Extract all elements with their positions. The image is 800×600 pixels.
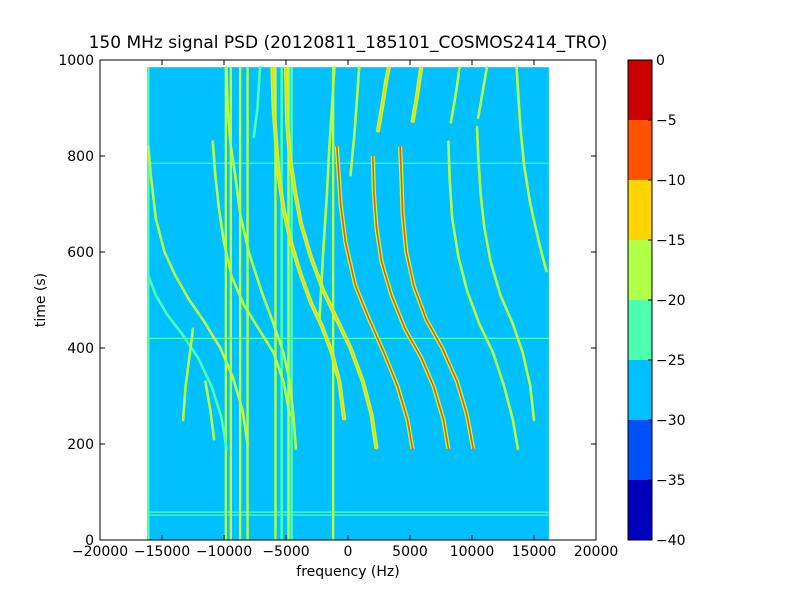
colorbar-band xyxy=(628,60,652,120)
y-tick-label: 1000 xyxy=(58,53,94,69)
track-21 xyxy=(252,65,262,139)
colorbar-band xyxy=(628,120,652,180)
track-12 xyxy=(515,65,548,273)
y-tick-label: 800 xyxy=(67,149,94,165)
x-tick-label: −15000 xyxy=(134,544,190,560)
colorbar-tick-label: −30 xyxy=(656,413,686,429)
colorbar-tick-label: −5 xyxy=(656,113,677,129)
colorbar-tick-label: −35 xyxy=(656,473,686,489)
x-tick-label: −5000 xyxy=(262,544,309,560)
track-16 xyxy=(411,66,422,124)
chart-title: 150 MHz signal PSD (20120811_185101_COSM… xyxy=(89,33,608,53)
track-19 xyxy=(181,327,195,422)
track-6 xyxy=(285,66,378,450)
y-tick-label: 400 xyxy=(67,341,94,357)
track-2 xyxy=(147,145,249,446)
colorbar-tick-label: −15 xyxy=(656,233,686,249)
colorbar-band xyxy=(628,240,652,300)
colorbar-band xyxy=(628,360,652,420)
track-11 xyxy=(475,125,536,422)
x-tick-label: 0 xyxy=(344,544,353,560)
colorbar-band xyxy=(628,480,652,540)
y-tick-label: 600 xyxy=(67,245,94,261)
colorbar-band xyxy=(628,300,652,360)
track-4 xyxy=(225,65,298,451)
x-axis-label: frequency (Hz) xyxy=(296,564,399,580)
track-5 xyxy=(271,66,346,421)
x-axis: −20000 −15000 −10000 −5000 0 5000 10000 15000 20… xyxy=(72,60,618,560)
y-tick-label: 0 xyxy=(85,533,94,549)
track-10 xyxy=(447,140,520,451)
colorbar-tick-label: −20 xyxy=(656,293,686,309)
psd-background xyxy=(147,67,549,540)
track-20 xyxy=(204,380,216,441)
y-axis-label: time (s) xyxy=(33,273,49,327)
track-8 xyxy=(372,155,450,450)
x-tick-label: 15000 xyxy=(512,544,557,560)
track-3 xyxy=(211,140,291,417)
track-15 xyxy=(377,66,390,133)
track-14 xyxy=(349,65,361,177)
y-axis: 0 200 400 600 800 1000 xyxy=(58,53,596,549)
x-tick-label: −20000 xyxy=(72,544,128,560)
x-tick-label: 5000 xyxy=(392,544,428,560)
colorbar-band xyxy=(628,180,652,240)
colorbar: −40 −35 −30 −25 −20 −15 −10 −5 0 xyxy=(627,53,686,549)
y-tick-label: 200 xyxy=(67,437,94,453)
track-7 xyxy=(336,145,414,450)
x-tick-label: −10000 xyxy=(196,544,252,560)
track-9 xyxy=(399,145,474,450)
colorbar-band xyxy=(628,420,652,480)
colorbar-tick-label: −25 xyxy=(656,353,686,369)
colorbar-tick-label: 0 xyxy=(656,53,665,69)
track-17 xyxy=(449,65,461,124)
x-tick-label: 20000 xyxy=(574,544,619,560)
track-13 xyxy=(318,65,336,321)
colorbar-tick-label: −10 xyxy=(656,173,686,189)
colorbar-tick-label: −40 xyxy=(656,533,686,549)
track-18 xyxy=(476,65,489,119)
heatmap-layer xyxy=(147,65,549,540)
x-tick-label: 10000 xyxy=(450,544,495,560)
plot-area xyxy=(147,65,549,540)
